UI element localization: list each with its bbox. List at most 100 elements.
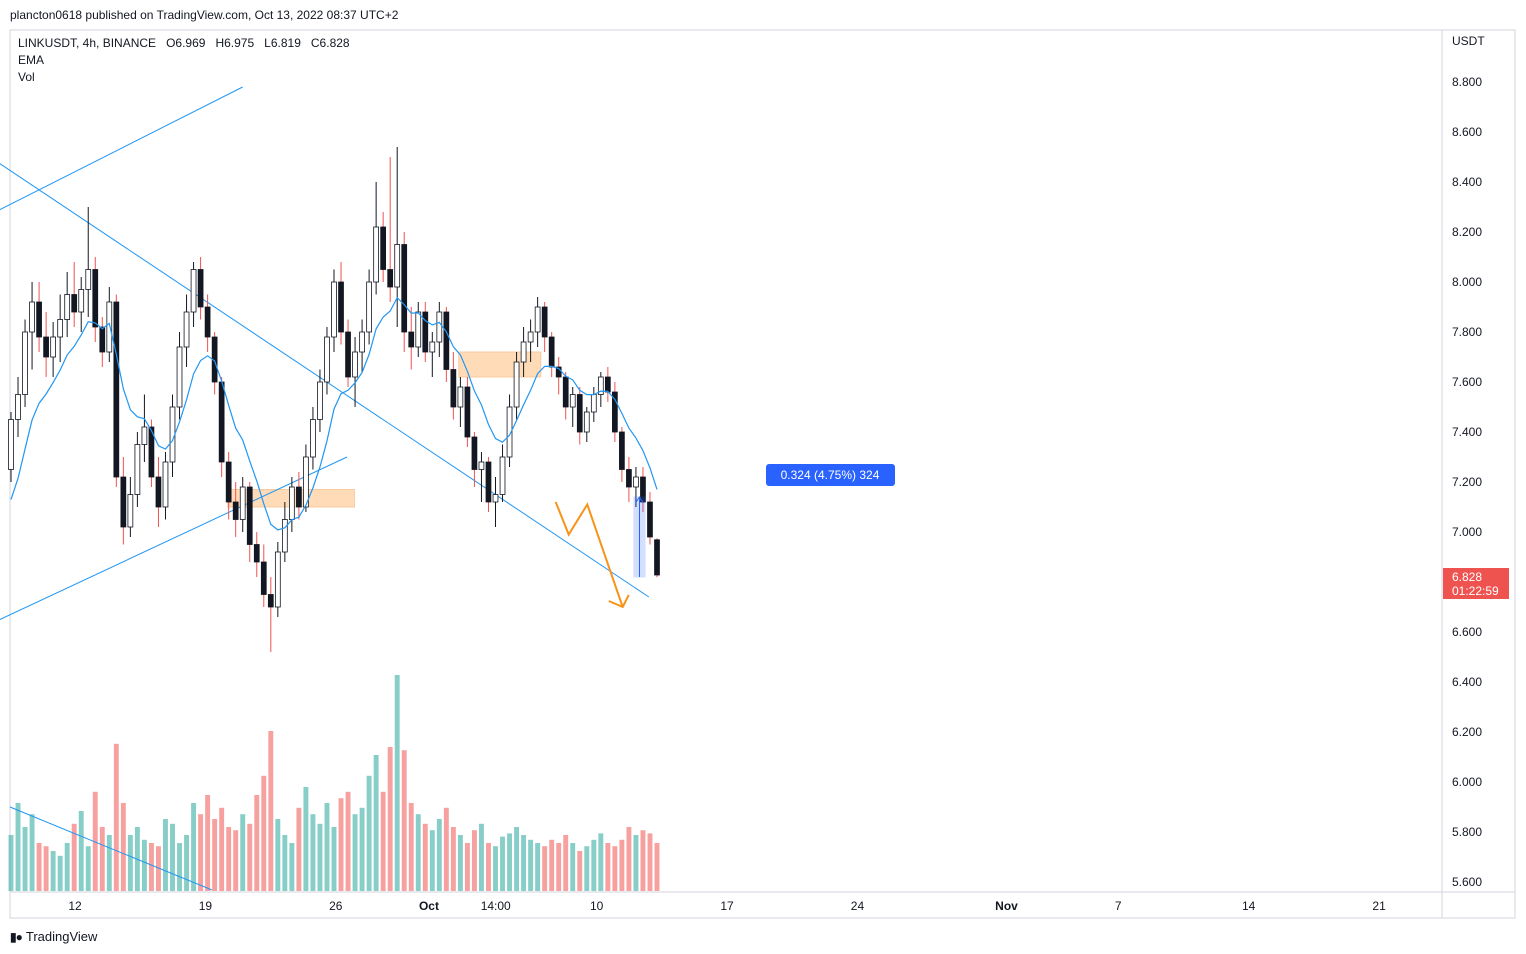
candle-body	[260, 561, 267, 595]
trendlines-layer[interactable]	[0, 75, 650, 891]
volume-bar	[577, 851, 583, 891]
candle-body	[113, 301, 120, 478]
legend-high: H6.975	[215, 36, 255, 50]
volume-bar	[254, 795, 260, 891]
volume-bar	[191, 803, 197, 891]
candle-body	[71, 294, 78, 313]
volume-bar	[436, 819, 442, 891]
volume-bar	[338, 798, 344, 891]
candle-body	[22, 331, 28, 395]
candle-body	[127, 494, 134, 528]
volume-bar	[85, 846, 91, 891]
volume-bar	[570, 843, 576, 891]
volume-bar	[605, 843, 611, 891]
candle-body	[43, 336, 49, 358]
volume-bar	[542, 846, 548, 891]
candle-body	[197, 269, 204, 308]
candle-body	[331, 281, 337, 338]
volume-bar	[50, 851, 56, 891]
price-tick-label: 6.200	[1452, 725, 1482, 739]
volume-bar	[563, 835, 569, 891]
last-price-value: 6.828	[1452, 570, 1482, 584]
price-axis-currency: USDT	[1452, 34, 1485, 48]
measure-label[interactable]: 0.324 (4.75%) 324	[766, 464, 895, 486]
volume-bar	[170, 823, 175, 891]
candle-body	[387, 269, 394, 288]
candle-body	[492, 494, 499, 503]
time-tick-label: Nov	[995, 899, 1018, 913]
volume-bar	[486, 843, 491, 891]
volume-bar	[422, 823, 428, 891]
candle-body	[541, 306, 548, 338]
candle-body	[450, 369, 457, 408]
volume-bar	[127, 835, 133, 891]
time-axis[interactable]: 12 19 26 Oct 14:00 10 17 24 Nov 7 14 21	[68, 899, 1386, 913]
volume-bar	[282, 835, 288, 891]
volume-bar	[450, 827, 456, 891]
candle-body	[408, 331, 415, 348]
candle-body	[36, 301, 42, 338]
price-tick-label: 7.600	[1452, 375, 1482, 389]
volume-bar	[387, 747, 393, 891]
legend-low: L6.819	[264, 36, 301, 50]
legend-symbol-row[interactable]: LINKUSDT, 4h, BINANCE O6.969 H6.975 L6.8…	[18, 35, 350, 52]
ema-layer	[10, 296, 658, 531]
legend-ema[interactable]: EMA	[18, 53, 45, 67]
candle-body	[401, 244, 408, 333]
candle-body	[78, 289, 85, 313]
candle-body	[464, 386, 471, 438]
candle-body	[380, 226, 387, 270]
volume-bar	[177, 843, 182, 891]
candle-body	[436, 311, 443, 343]
time-tick-label: Oct	[419, 899, 439, 913]
volume-bar	[310, 814, 316, 891]
candle-body	[134, 444, 141, 495]
measure-label-text: 0.324 (4.75%) 324	[781, 468, 880, 482]
volume-bar	[43, 846, 49, 891]
volume-bar	[22, 827, 28, 891]
candle-body	[352, 351, 358, 378]
volume-bar	[57, 855, 63, 891]
volume-bar	[317, 823, 323, 891]
drawings-layer[interactable]	[554, 496, 646, 609]
price-tick-label: 8.000	[1452, 275, 1482, 289]
legend-close: C6.828	[310, 36, 350, 50]
volume-bar	[303, 787, 309, 891]
price-tick-label: 6.000	[1452, 775, 1482, 789]
volume-bar	[289, 843, 295, 891]
volume-bar	[92, 791, 98, 891]
volume-bar	[184, 835, 190, 891]
candle-body	[253, 544, 260, 563]
volume-bar	[521, 835, 527, 891]
volume-bar	[261, 775, 267, 891]
legend-volume[interactable]: Vol	[18, 70, 35, 84]
candle-body	[527, 331, 534, 343]
candle-body	[148, 426, 155, 478]
volume-bar	[443, 807, 449, 891]
legend-symbol[interactable]: LINKUSDT, 4h, BINANCE	[18, 36, 157, 50]
candle-body	[338, 281, 344, 333]
price-axis[interactable]: 8.800 8.600 8.400 8.200 8.000 7.800 7.600 7.400…	[1452, 75, 1482, 889]
volume-bar	[493, 846, 498, 891]
candle-body	[176, 346, 183, 408]
candle-body	[443, 311, 450, 370]
volume-bar	[457, 835, 463, 891]
volume-bar	[148, 843, 154, 891]
candle-body	[626, 469, 632, 488]
volume-bar	[163, 819, 168, 891]
candle-body	[8, 419, 14, 470]
volume-bar	[401, 750, 407, 891]
volume-bar	[268, 731, 274, 891]
candle-body	[359, 331, 365, 353]
volume-bar	[15, 803, 21, 891]
volume-pane	[8, 675, 660, 891]
candle-body	[246, 486, 253, 545]
last-price-tag: 6.828 01:22:59	[1443, 568, 1509, 599]
tradingview-logo-icon: ▮●	[10, 929, 23, 944]
candle-body	[612, 391, 618, 433]
candle-body	[485, 461, 492, 503]
footer-brand[interactable]: ▮● TradingView	[10, 929, 97, 944]
candle-body	[155, 476, 162, 508]
volume-bar	[233, 830, 239, 891]
